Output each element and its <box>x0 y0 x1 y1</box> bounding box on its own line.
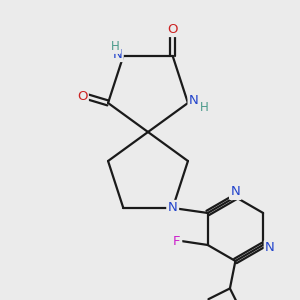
Text: H: H <box>200 101 208 115</box>
Text: O: O <box>167 22 178 35</box>
Text: N: N <box>265 242 275 254</box>
Text: N: N <box>230 185 240 199</box>
Text: O: O <box>77 90 87 103</box>
Text: N: N <box>112 47 122 61</box>
Text: F: F <box>173 235 181 248</box>
Text: N: N <box>168 202 178 214</box>
Text: H: H <box>111 40 120 52</box>
Text: N: N <box>189 94 199 107</box>
